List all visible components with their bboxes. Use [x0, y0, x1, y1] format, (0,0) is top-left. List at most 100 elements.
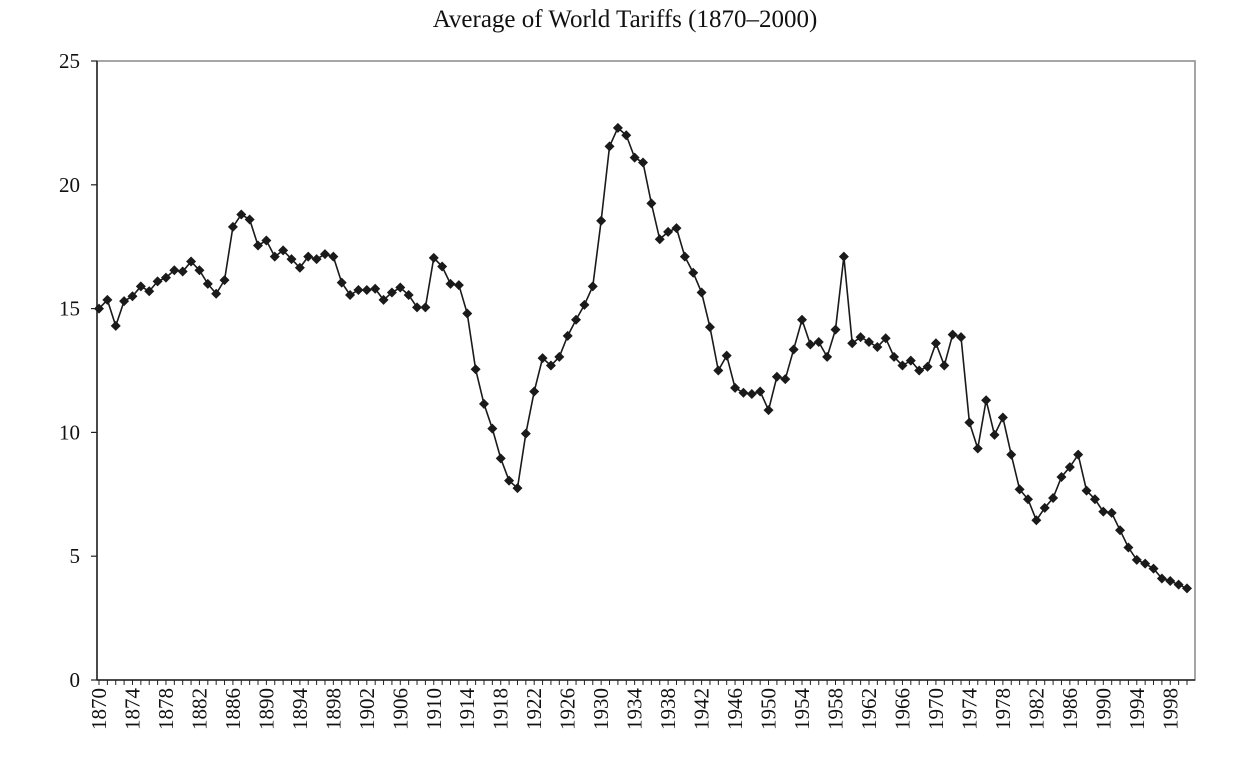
- data-point-marker: [604, 141, 615, 152]
- data-point-marker: [328, 251, 339, 262]
- data-point-marker: [981, 395, 992, 406]
- data-point-marker: [428, 252, 439, 263]
- data-point-marker: [269, 251, 280, 262]
- x-tick-label: 1962: [857, 688, 881, 730]
- data-point-marker: [972, 443, 983, 454]
- x-tick-label: 1958: [823, 688, 847, 730]
- data-point-marker: [947, 329, 958, 340]
- data-point-marker: [838, 251, 849, 262]
- data-point-marker: [202, 278, 213, 289]
- data-point-marker: [646, 198, 657, 209]
- data-point-marker: [554, 351, 565, 362]
- data-point-marker: [403, 289, 414, 300]
- data-point-marker: [713, 365, 724, 376]
- data-point-marker: [956, 332, 967, 343]
- data-point-marker: [596, 215, 607, 226]
- data-point-marker: [1073, 449, 1084, 460]
- data-point-marker: [160, 272, 171, 283]
- data-point-marker: [353, 285, 364, 296]
- data-point-marker: [512, 483, 523, 494]
- data-point-marker: [478, 398, 489, 409]
- data-point-marker: [1056, 471, 1067, 482]
- data-point-marker: [855, 332, 866, 343]
- data-point-marker: [780, 374, 791, 385]
- data-point-marker: [495, 453, 506, 464]
- data-point-marker: [922, 361, 933, 372]
- data-point-marker: [830, 324, 841, 335]
- data-point-marker: [721, 350, 732, 361]
- x-tick-label: 1894: [288, 688, 312, 731]
- data-point-marker: [144, 286, 155, 297]
- x-tick-label: 1946: [723, 688, 747, 730]
- data-point-marker: [755, 386, 766, 397]
- data-point-marker: [914, 365, 925, 376]
- x-tick-label: 1878: [154, 688, 178, 730]
- data-point-marker: [654, 234, 665, 245]
- data-point-marker: [420, 302, 431, 313]
- data-point-marker: [763, 405, 774, 416]
- data-point-marker: [211, 288, 222, 299]
- data-point-marker: [261, 235, 272, 246]
- data-point-marker: [1173, 579, 1184, 590]
- y-tick-label: 20: [59, 173, 80, 197]
- data-point-marker: [412, 302, 423, 313]
- data-point-marker: [361, 285, 372, 296]
- data-point-marker: [1098, 506, 1109, 517]
- data-point-marker: [730, 382, 741, 393]
- data-point-marker: [1106, 507, 1117, 518]
- data-point-marker: [102, 294, 113, 305]
- x-tick-label: 1882: [187, 688, 211, 730]
- data-point-marker: [579, 299, 590, 310]
- data-point-marker: [1131, 554, 1142, 565]
- data-point-marker: [638, 157, 648, 168]
- data-point-marker: [219, 275, 230, 286]
- data-point-marker: [1031, 515, 1042, 526]
- data-point-marker: [872, 341, 883, 352]
- x-tick-label: 1914: [455, 688, 479, 731]
- data-point-marker: [997, 412, 1008, 423]
- data-point-marker: [1156, 573, 1167, 584]
- data-point-marker: [696, 287, 707, 298]
- x-tick-label: 1890: [254, 688, 278, 730]
- x-tick-label: 1954: [790, 688, 814, 731]
- data-point-marker: [939, 360, 950, 371]
- data-point-marker: [286, 254, 297, 265]
- data-point-marker: [746, 389, 757, 400]
- x-tick-label: 1926: [556, 688, 580, 730]
- x-tick-label: 1986: [1058, 688, 1082, 730]
- x-tick-label: 1886: [221, 688, 245, 730]
- data-point-marker: [1014, 484, 1025, 495]
- data-point-marker: [663, 226, 674, 237]
- data-point-marker: [880, 333, 891, 344]
- data-point-marker: [1048, 493, 1059, 504]
- data-point-marker: [1022, 494, 1033, 505]
- x-tick-label: 1942: [690, 688, 714, 730]
- data-point-marker: [897, 360, 908, 371]
- data-point-marker: [445, 278, 456, 289]
- y-tick-label: 5: [70, 544, 81, 568]
- data-point-marker: [294, 262, 305, 273]
- data-point-marker: [587, 281, 598, 292]
- data-point-marker: [186, 256, 197, 267]
- y-tick-label: 25: [59, 49, 80, 73]
- x-tick-label: 1906: [388, 688, 412, 730]
- data-point-marker: [227, 221, 238, 232]
- x-tick-label: 1870: [87, 688, 111, 730]
- data-point-marker: [1089, 494, 1100, 505]
- data-point-marker: [94, 303, 104, 314]
- x-tick-label: 1974: [957, 688, 981, 731]
- data-point-marker: [303, 251, 314, 262]
- data-point-marker: [612, 122, 623, 133]
- data-point-marker: [1148, 563, 1159, 574]
- data-point-marker: [127, 291, 138, 302]
- data-point-marker: [152, 276, 163, 287]
- data-point-marker: [1165, 575, 1176, 586]
- x-tick-label: 1934: [623, 688, 647, 731]
- data-point-marker: [194, 265, 205, 276]
- y-tick-label: 0: [70, 668, 81, 692]
- data-point-marker: [797, 314, 808, 325]
- data-point-marker: [1182, 583, 1192, 594]
- data-point-marker: [537, 353, 548, 364]
- plot-frame: [96, 60, 1196, 681]
- data-point-marker: [504, 475, 515, 486]
